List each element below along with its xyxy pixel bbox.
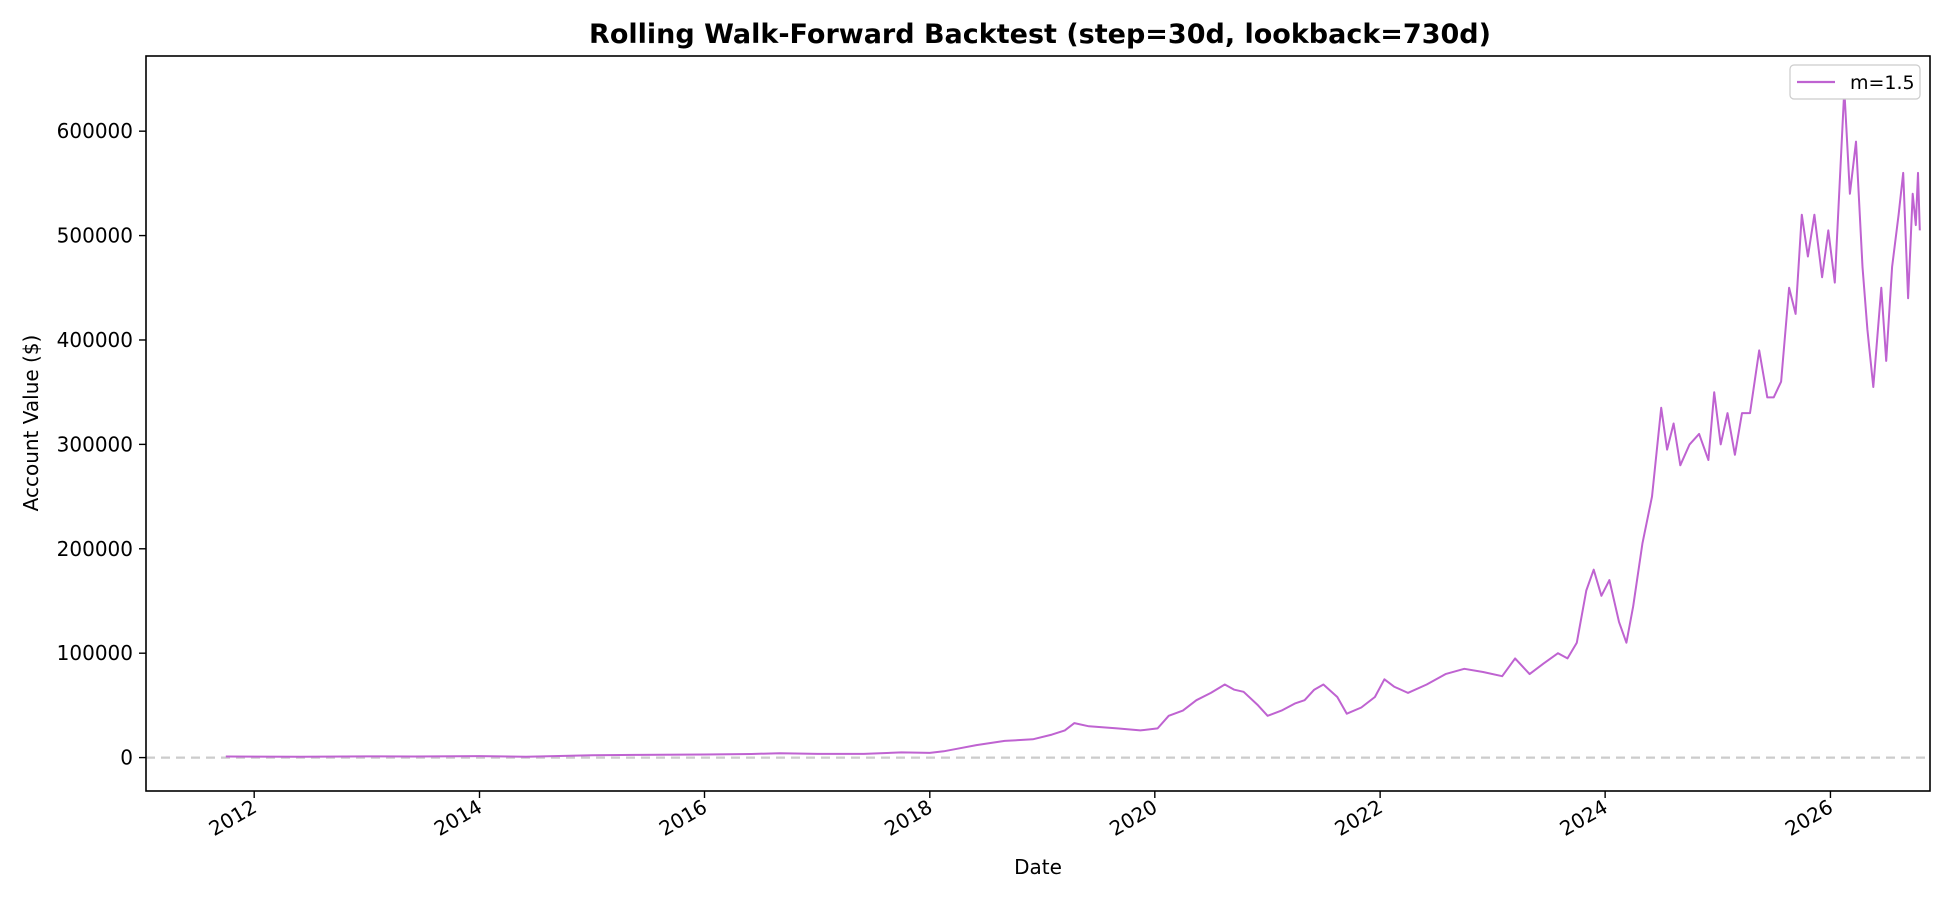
chart-title: Rolling Walk-Forward Backtest (step=30d,… — [589, 19, 1491, 50]
x-tick-label: 2024 — [1556, 795, 1612, 841]
y-tick-label: 600000 — [57, 119, 133, 143]
y-axis-label: Account Value ($) — [19, 335, 43, 512]
y-tick-label: 400000 — [57, 328, 133, 352]
x-tick-label: 2020 — [1105, 795, 1161, 841]
series-line-m15 — [225, 88, 1921, 758]
y-tick-label: 100000 — [57, 641, 133, 665]
x-axis-label: Date — [1014, 855, 1062, 879]
series-layer — [225, 88, 1921, 758]
x-tick-label: 2026 — [1781, 795, 1837, 841]
legend-box — [1789, 64, 1921, 100]
y-tick-label: 200000 — [57, 537, 133, 561]
legend-label-m15: m=1.5 — [1850, 72, 1915, 94]
x-axis: 2012 2014 2016 2018 2020 2022 2024 2026 — [205, 791, 1837, 841]
legend: m=1.5 — [1789, 64, 1921, 100]
y-tick-label: 0 — [120, 746, 133, 770]
plot-frame — [145, 55, 1931, 792]
x-tick-label: 2014 — [430, 795, 486, 841]
x-tick-label: 2016 — [655, 795, 711, 841]
y-tick-label: 300000 — [57, 432, 133, 456]
y-axis: 0 100000 200000 300000 400000 500000 600000 — [57, 119, 146, 770]
x-tick-label: 2018 — [880, 795, 936, 841]
x-tick-label: 2012 — [205, 795, 261, 841]
x-tick-label: 2022 — [1331, 795, 1387, 841]
y-tick-label: 500000 — [57, 224, 133, 248]
